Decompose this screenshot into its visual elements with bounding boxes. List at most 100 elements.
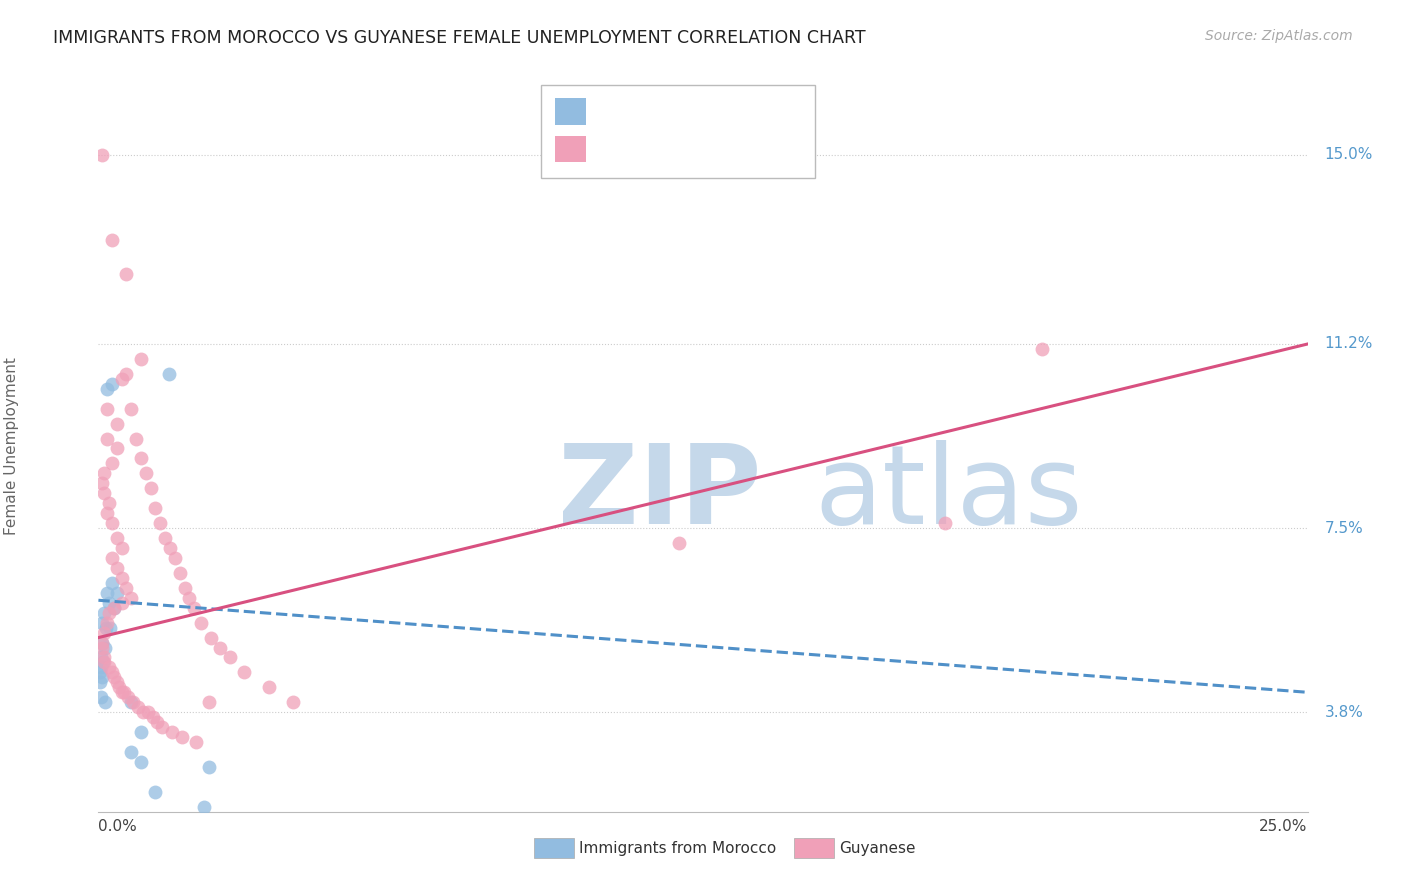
- Point: [91, 656, 114, 670]
- Point: [89, 675, 111, 690]
- Point: [90, 650, 112, 665]
- Point: [173, 581, 195, 595]
- Point: [120, 745, 142, 759]
- Point: [129, 755, 152, 769]
- Point: [107, 681, 129, 695]
- Point: [111, 596, 134, 610]
- Point: [98, 596, 121, 610]
- Point: [139, 481, 162, 495]
- Point: [179, 591, 201, 605]
- Point: [127, 700, 149, 714]
- Point: [142, 710, 165, 724]
- Point: [93, 467, 115, 481]
- Text: 11.2%: 11.2%: [1324, 336, 1372, 351]
- Point: [105, 675, 128, 690]
- Point: [101, 457, 124, 471]
- Point: [101, 551, 124, 566]
- Point: [91, 148, 114, 162]
- Point: [190, 615, 212, 630]
- Point: [169, 566, 191, 580]
- Point: [129, 451, 152, 466]
- Point: [129, 725, 152, 739]
- Point: [115, 581, 138, 595]
- Point: [94, 695, 117, 709]
- Point: [103, 600, 125, 615]
- Point: [135, 467, 157, 481]
- Point: [120, 591, 142, 605]
- Text: Immigrants from Morocco: Immigrants from Morocco: [579, 841, 776, 855]
- Point: [96, 506, 118, 520]
- Text: N = 29: N = 29: [717, 104, 780, 119]
- Point: [136, 705, 159, 719]
- Point: [112, 685, 135, 699]
- Point: [105, 561, 128, 575]
- Point: [101, 233, 124, 247]
- Point: [150, 720, 173, 734]
- Point: [117, 690, 139, 705]
- Point: [145, 501, 167, 516]
- Point: [125, 432, 148, 446]
- Text: 25.0%: 25.0%: [1260, 819, 1308, 834]
- Point: [111, 571, 134, 585]
- Text: Source: ZipAtlas.com: Source: ZipAtlas.com: [1205, 29, 1353, 43]
- Point: [111, 372, 134, 386]
- Point: [105, 442, 128, 456]
- Point: [170, 730, 193, 744]
- Point: [115, 268, 138, 282]
- Point: [98, 621, 121, 635]
- Point: [934, 516, 956, 530]
- Point: [89, 665, 111, 680]
- Point: [96, 621, 118, 635]
- Point: [96, 401, 118, 416]
- Text: R =: R =: [598, 104, 631, 119]
- Text: IMMIGRANTS FROM MOROCCO VS GUYANESE FEMALE UNEMPLOYMENT CORRELATION CHART: IMMIGRANTS FROM MOROCCO VS GUYANESE FEMA…: [53, 29, 866, 46]
- Point: [122, 695, 145, 709]
- Point: [105, 586, 128, 600]
- Point: [98, 496, 121, 510]
- Point: [91, 615, 114, 630]
- Point: [98, 660, 121, 674]
- Point: [96, 432, 118, 446]
- Point: [200, 631, 222, 645]
- Point: [120, 695, 142, 709]
- Text: Guyanese: Guyanese: [839, 841, 915, 855]
- Text: 15.0%: 15.0%: [1324, 147, 1372, 162]
- Text: 3.8%: 3.8%: [1324, 705, 1364, 720]
- Text: 7.5%: 7.5%: [1324, 521, 1364, 535]
- Point: [105, 531, 128, 545]
- Point: [233, 665, 256, 680]
- Point: [105, 417, 128, 431]
- Text: -0.053: -0.053: [640, 104, 695, 119]
- Point: [146, 715, 169, 730]
- Point: [98, 606, 121, 620]
- Point: [219, 650, 242, 665]
- Point: [149, 516, 172, 530]
- Text: ZIP: ZIP: [558, 440, 761, 547]
- Point: [101, 376, 124, 391]
- Point: [93, 625, 115, 640]
- Point: [197, 760, 219, 774]
- Point: [111, 541, 134, 555]
- Point: [101, 575, 124, 590]
- Point: [132, 705, 155, 719]
- Point: [111, 685, 134, 699]
- Point: [129, 351, 152, 366]
- Text: 0.0%: 0.0%: [98, 819, 138, 834]
- Text: N = 77: N = 77: [717, 142, 780, 156]
- Point: [90, 660, 112, 674]
- Text: Female Unemployment: Female Unemployment: [4, 357, 18, 535]
- Point: [668, 536, 690, 550]
- Point: [281, 695, 304, 709]
- Point: [120, 401, 142, 416]
- Text: atlas: atlas: [814, 440, 1083, 547]
- Text: R =: R =: [598, 142, 631, 156]
- Point: [101, 516, 124, 530]
- Point: [197, 695, 219, 709]
- Point: [193, 799, 215, 814]
- Point: [257, 681, 280, 695]
- Point: [209, 640, 232, 655]
- Point: [184, 735, 207, 749]
- Point: [93, 650, 115, 665]
- Point: [103, 600, 125, 615]
- Point: [94, 640, 117, 655]
